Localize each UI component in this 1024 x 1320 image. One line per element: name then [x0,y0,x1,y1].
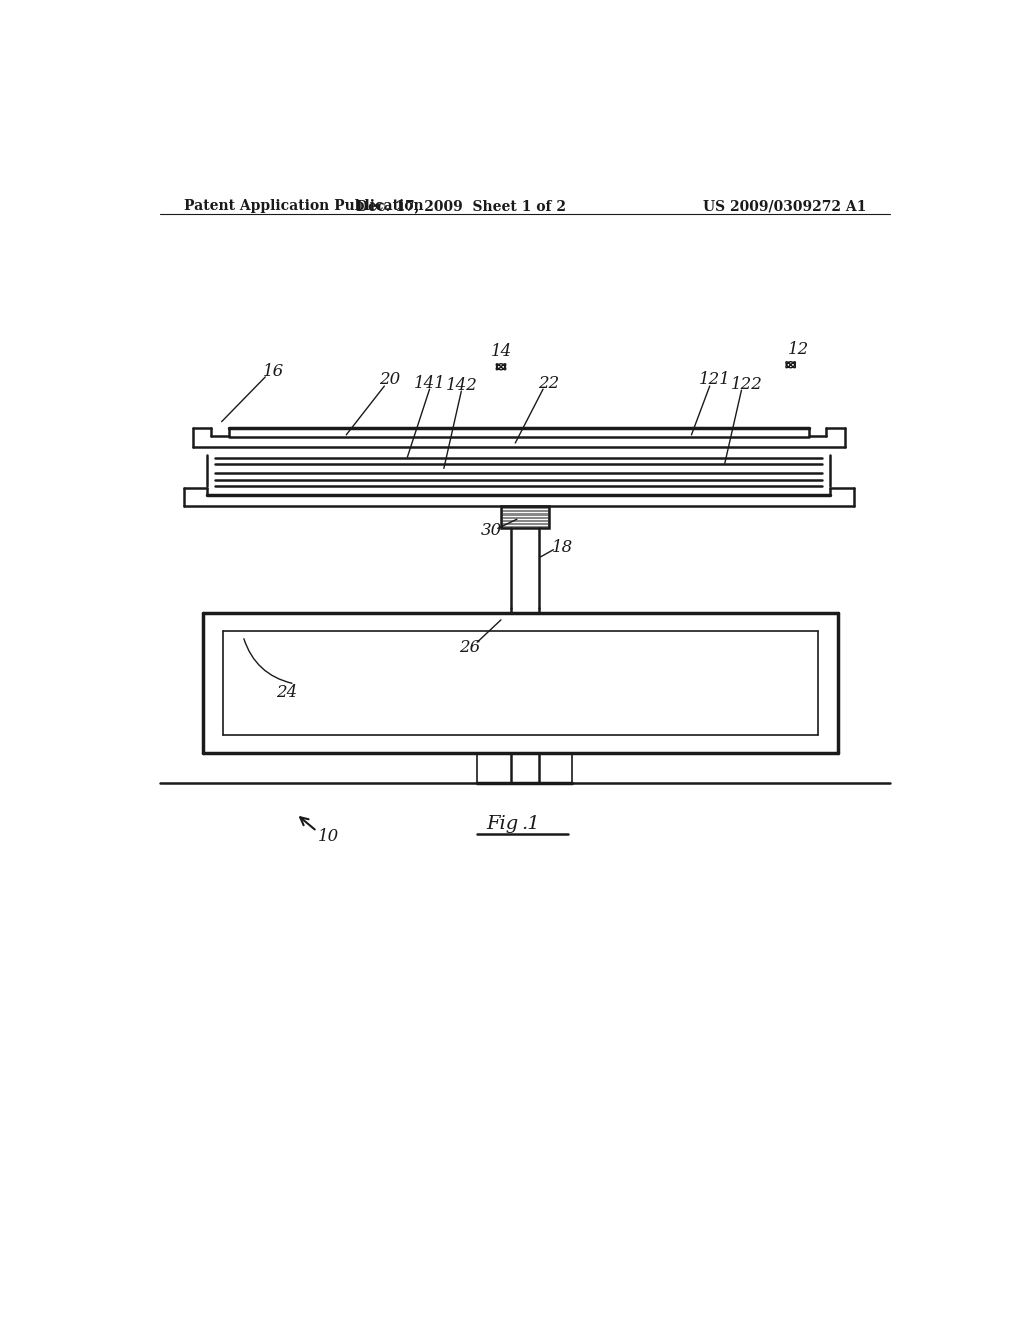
Text: 141: 141 [414,375,445,392]
Text: 26: 26 [459,639,480,656]
Text: 10: 10 [317,828,339,845]
Text: Dec. 17, 2009  Sheet 1 of 2: Dec. 17, 2009 Sheet 1 of 2 [356,199,566,213]
Text: 20: 20 [379,371,400,388]
Text: 12: 12 [787,341,809,358]
Text: 24: 24 [276,684,297,701]
Text: Fig: Fig [486,816,519,833]
FancyBboxPatch shape [501,506,549,528]
Text: 121: 121 [699,371,731,388]
Text: 16: 16 [262,363,284,380]
Text: 142: 142 [445,376,477,393]
Text: 18: 18 [552,539,573,556]
Text: 14: 14 [490,343,512,360]
Text: Patent Application Publication: Patent Application Publication [183,199,423,213]
Text: 22: 22 [538,375,559,392]
Text: US 2009/0309272 A1: US 2009/0309272 A1 [702,199,866,213]
Text: 122: 122 [731,376,763,392]
Text: .1: .1 [521,816,540,833]
Text: 30: 30 [481,521,502,539]
